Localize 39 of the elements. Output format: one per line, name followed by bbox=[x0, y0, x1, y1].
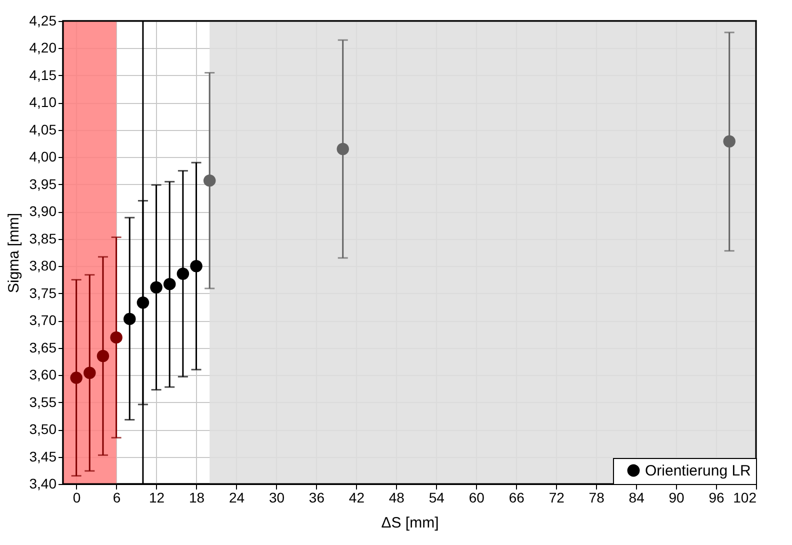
x-tick-label: 36 bbox=[308, 490, 325, 506]
y-tick-label: 4,25 bbox=[29, 12, 57, 28]
y-tick-label: 3,95 bbox=[29, 176, 57, 192]
x-tick-label: 48 bbox=[388, 490, 405, 506]
y-tick-label: 3,40 bbox=[29, 476, 57, 492]
y-tick-label: 4,00 bbox=[29, 148, 57, 165]
y-tick-label: 3,55 bbox=[29, 394, 57, 410]
x-tick-label: 18 bbox=[188, 490, 205, 506]
x-tick-label: 66 bbox=[508, 490, 525, 506]
x-axis-title: ΔS [mm] bbox=[381, 514, 439, 532]
x-tick-label: 12 bbox=[149, 490, 165, 506]
x-tick-label: 90 bbox=[668, 490, 685, 506]
x-tick-label: 30 bbox=[268, 490, 285, 506]
y-tick-label: 4,05 bbox=[29, 121, 57, 138]
x-tick-label: 72 bbox=[548, 490, 565, 506]
y-tick-label: 4,20 bbox=[29, 40, 57, 56]
y-axis-title: Sigma [mm] bbox=[5, 212, 22, 294]
y-tick-label: 3,60 bbox=[29, 366, 57, 383]
x-tick-label: 24 bbox=[228, 490, 245, 506]
y-tick-label: 3,90 bbox=[29, 203, 57, 220]
y-tick-label: 4,15 bbox=[29, 66, 57, 83]
x-tick-label: 0 bbox=[72, 490, 81, 506]
x-tick-label: 42 bbox=[348, 490, 365, 506]
y-tick-label: 4,10 bbox=[29, 94, 57, 110]
y-tick-label: 3,45 bbox=[29, 448, 57, 464]
x-tick-label: 54 bbox=[428, 490, 445, 506]
y-tick-label: 3,80 bbox=[29, 258, 57, 274]
x-tick-label: 102 bbox=[733, 490, 757, 506]
x-tick-label: 78 bbox=[588, 490, 605, 506]
y-tick-label: 3,50 bbox=[29, 421, 57, 438]
y-tick-label: 3,85 bbox=[29, 230, 57, 246]
x-tick-label: 84 bbox=[628, 490, 645, 506]
x-tick-label: 96 bbox=[708, 490, 725, 506]
x-tick-label: 60 bbox=[468, 490, 485, 506]
legend-label: Orientierung LR bbox=[645, 462, 752, 480]
y-tick-label: 3,65 bbox=[29, 339, 57, 356]
x-tick-label: 6 bbox=[112, 490, 121, 506]
y-tick-label: 3,70 bbox=[29, 312, 57, 328]
y-tick-label: 3,75 bbox=[29, 284, 57, 301]
